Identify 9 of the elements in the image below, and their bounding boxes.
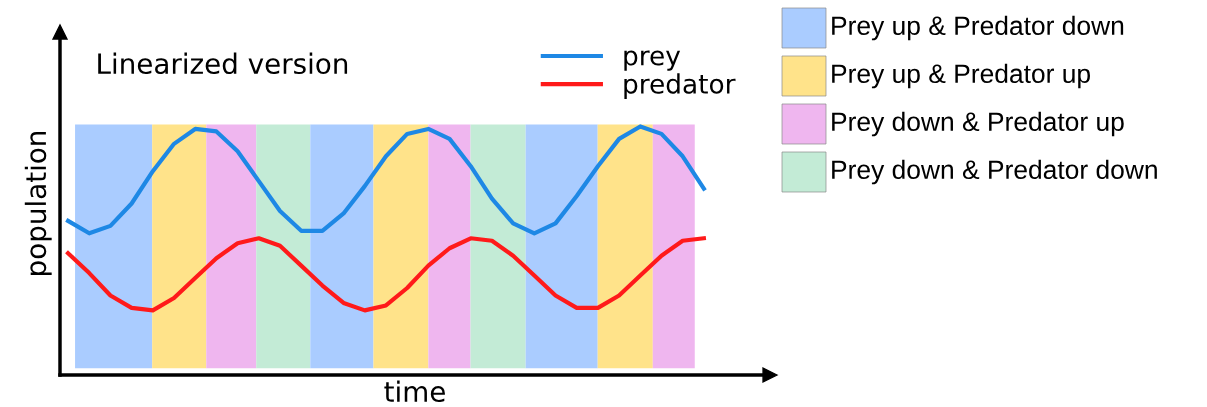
text: Prey down & Predator up [832,111,1124,137]
chart-title: Linearized version [98,52,348,75]
legend-label: predator [624,73,736,99]
y-axis-title: population [24,131,52,275]
text: Prey up & Predator down [832,15,1124,41]
text: Prey up & Predator up [832,63,1090,89]
x-axis-title: time [384,380,445,403]
legend-label: prey [624,50,681,71]
text: Prey down & Predator down [832,159,1157,185]
